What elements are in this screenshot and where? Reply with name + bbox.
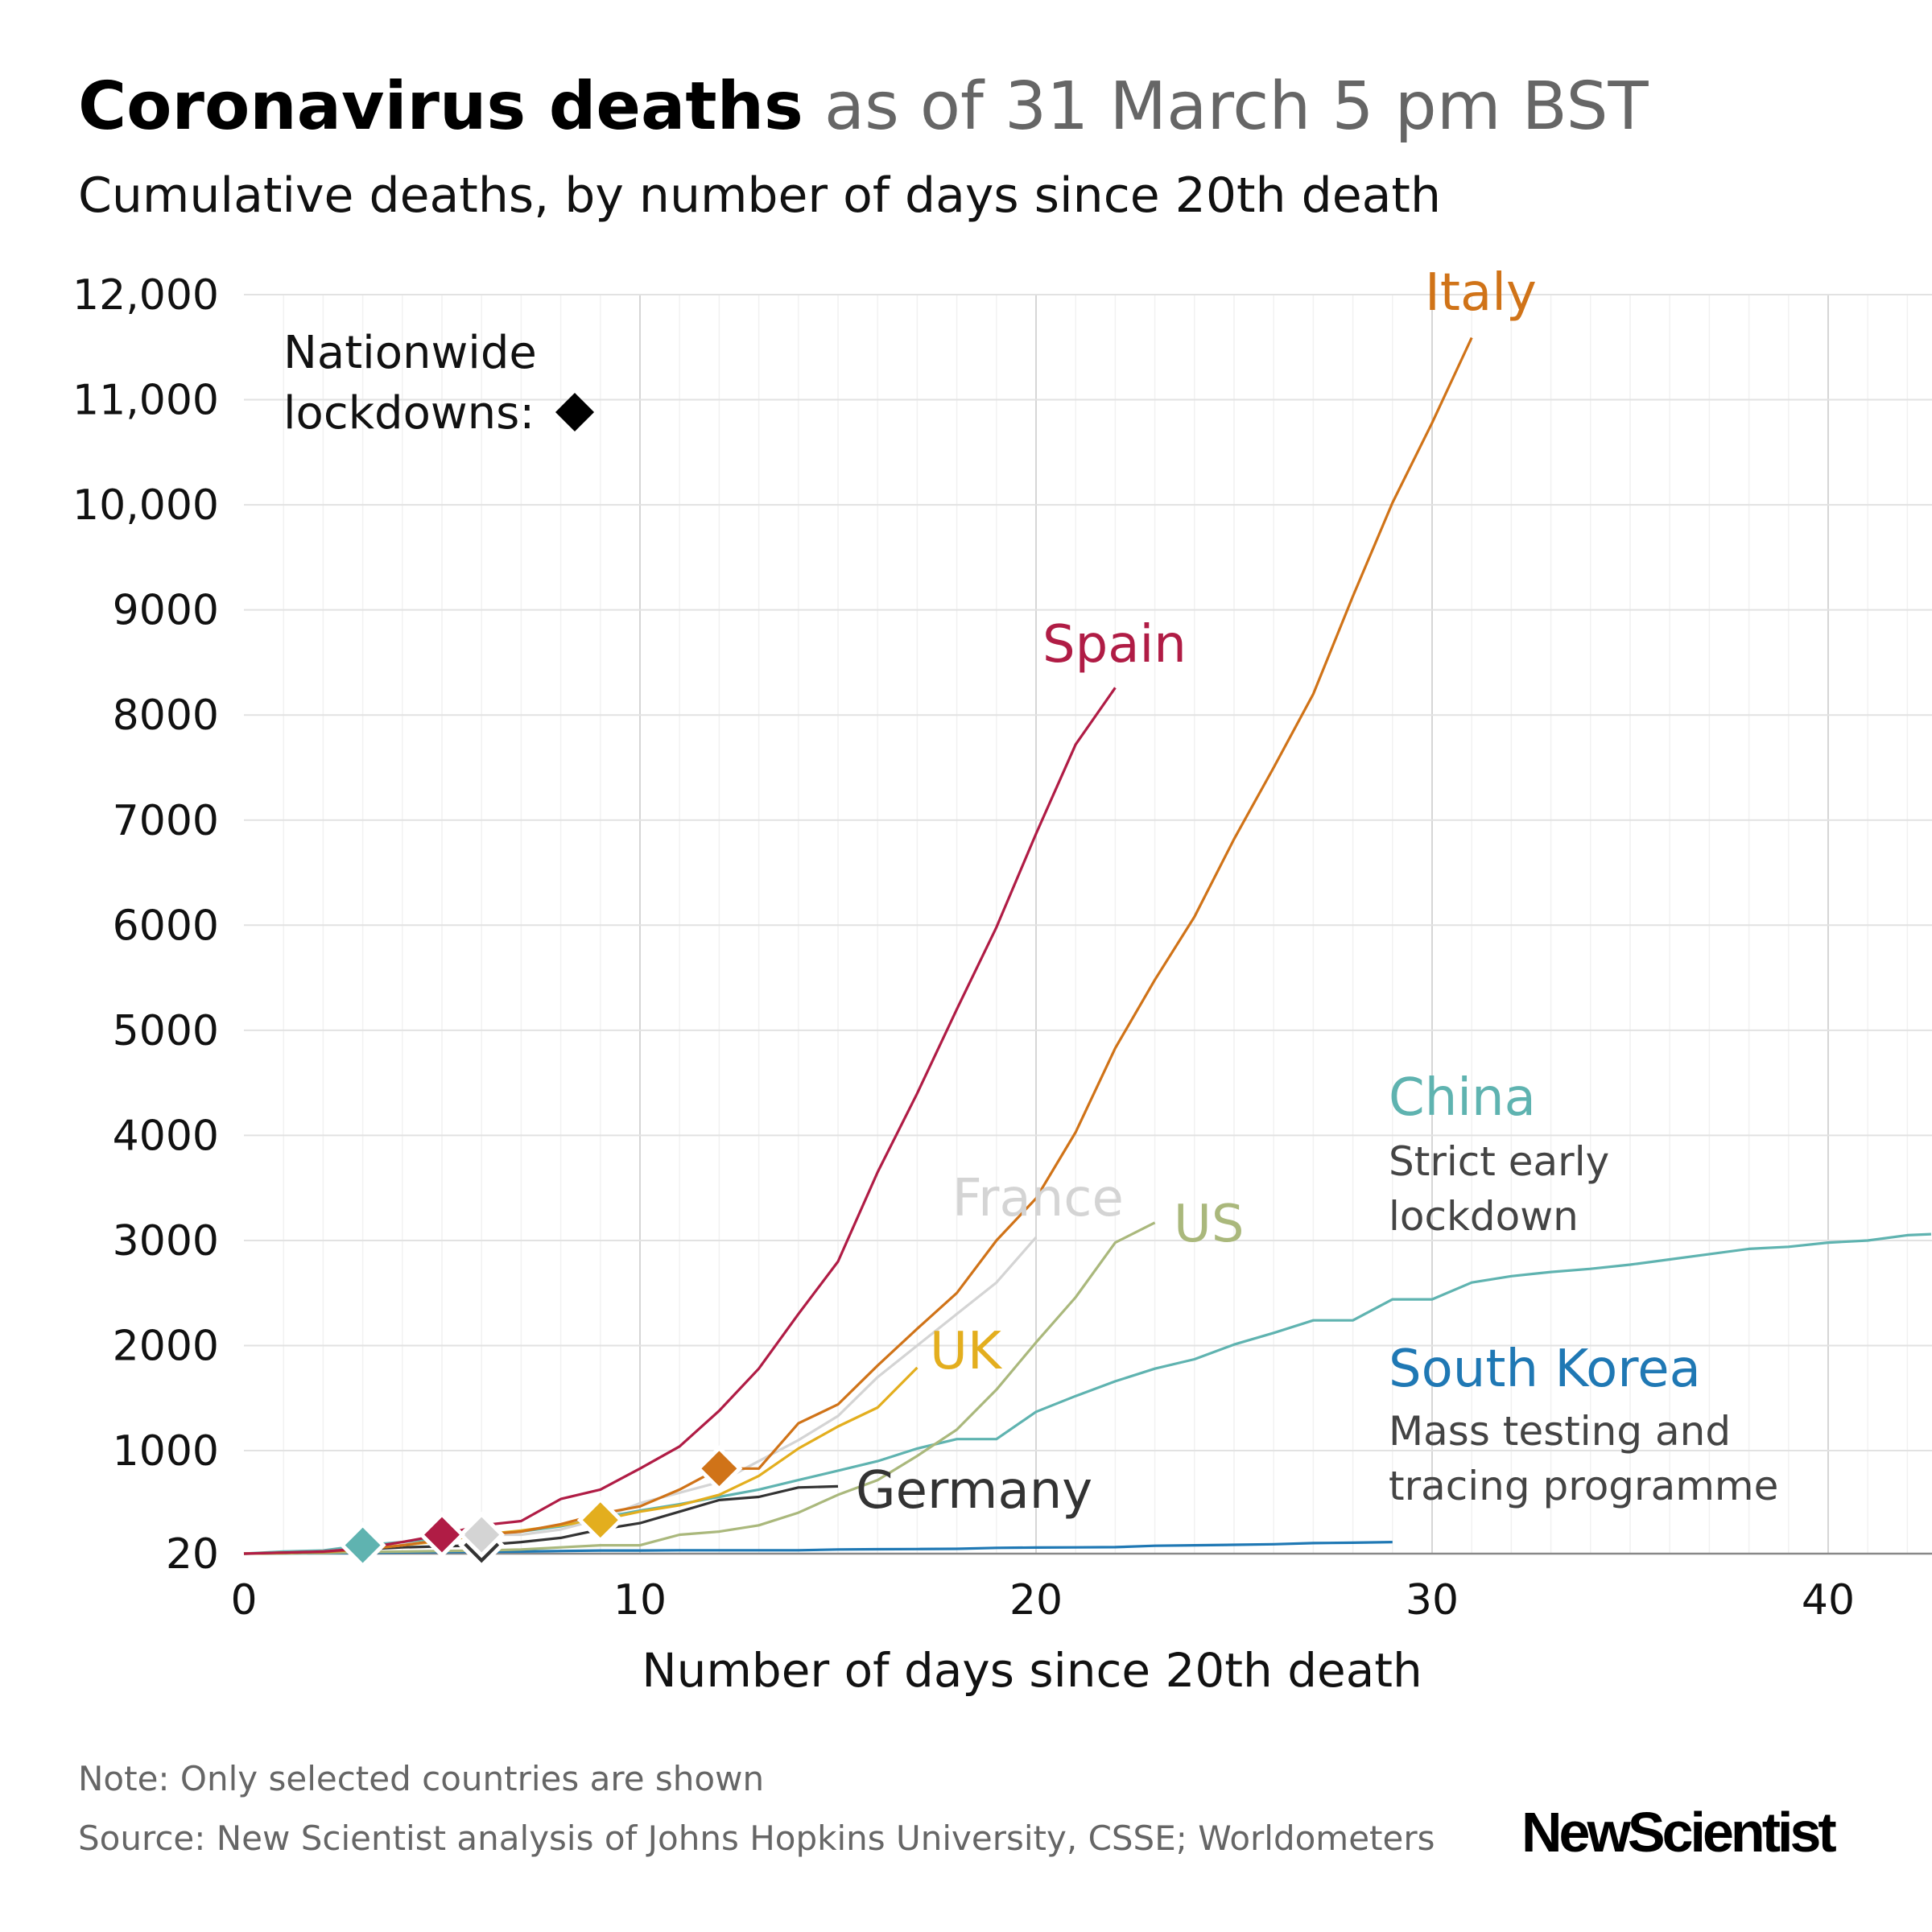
label-spain: Spain [1042, 615, 1187, 675]
x-tick-label: 30 [1406, 1576, 1459, 1624]
x-tick-label: 10 [613, 1576, 667, 1624]
lockdown-diamond-icon-france [458, 1511, 506, 1558]
series-line-us [243, 1221, 1156, 1555]
y-tick-label: 3000 [113, 1217, 219, 1265]
new-scientist-logo: NewScientist [1521, 1801, 1836, 1864]
y-tick-label: 5000 [113, 1007, 219, 1055]
label-italy: Italy [1425, 263, 1537, 323]
series-line-uk [243, 1366, 919, 1555]
legend-diamond-icon [555, 392, 595, 432]
y-tick-label: 1000 [113, 1427, 219, 1476]
lockdown-diamond-icon-spain [419, 1511, 465, 1558]
legend-line1: Nationwide [283, 327, 537, 379]
lockdown-diamond-icon-uk [576, 1496, 624, 1544]
chart-subtitle: Cumulative deaths, by number of days sin… [78, 167, 1441, 224]
y-tick-label: 12,000 [72, 271, 219, 320]
lockdown-markers [339, 1445, 743, 1569]
lockdown-diamond-icon-china [339, 1521, 386, 1569]
label-us: US [1174, 1195, 1244, 1254]
chart-title: Coronavirus deaths as of 31 March 5 pm B… [78, 68, 1649, 145]
y-tick-label: 6000 [113, 902, 219, 950]
x-tick-label: 0 [230, 1576, 257, 1624]
x-tick-label: 40 [1802, 1576, 1855, 1624]
series-line-spain [243, 687, 1117, 1555]
x-axis-label: Number of days since 20th death [642, 1643, 1422, 1698]
y-tick-label: 2000 [113, 1323, 219, 1371]
korea-note-line2: tracing programme [1389, 1463, 1778, 1509]
grid [244, 294, 1932, 1555]
label-china: China [1389, 1068, 1536, 1128]
label-south-korea: South Korea [1389, 1340, 1701, 1399]
series-line-germany [243, 1484, 839, 1555]
label-france: France [952, 1169, 1124, 1228]
y-tick-label: 11,000 [72, 377, 219, 425]
y-tick-label: 8000 [113, 691, 219, 740]
lockdown-diamond-icon-italy [696, 1445, 743, 1492]
china-note-line1: Strict early [1389, 1138, 1609, 1185]
footer-source: Source: New Scientist analysis of Johns … [78, 1818, 1435, 1858]
y-tick-label: 4000 [113, 1112, 219, 1160]
y-tick-label: 10,000 [72, 481, 219, 530]
x-tick-label: 20 [1009, 1576, 1063, 1624]
label-germany: Germany [856, 1461, 1092, 1521]
series-line-italy [243, 336, 1473, 1555]
y-tick-label: 7000 [113, 797, 219, 845]
legend-line2: lockdowns: [283, 387, 535, 440]
y-tick-label: 9000 [113, 587, 219, 635]
y-axis: 20 1000 2000 3000 4000 5000 6000 7000 8000 9000 10… [72, 271, 219, 1579]
china-note-line2: lockdown [1389, 1193, 1579, 1240]
x-axis: 0 10 20 30 40 [230, 1576, 1855, 1624]
label-uk: UK [930, 1322, 1003, 1381]
korea-note-line1: Mass testing and [1389, 1408, 1731, 1455]
y-tick-label: 20 [166, 1530, 219, 1579]
footer-note: Note: Only selected countries are shown [78, 1759, 764, 1798]
